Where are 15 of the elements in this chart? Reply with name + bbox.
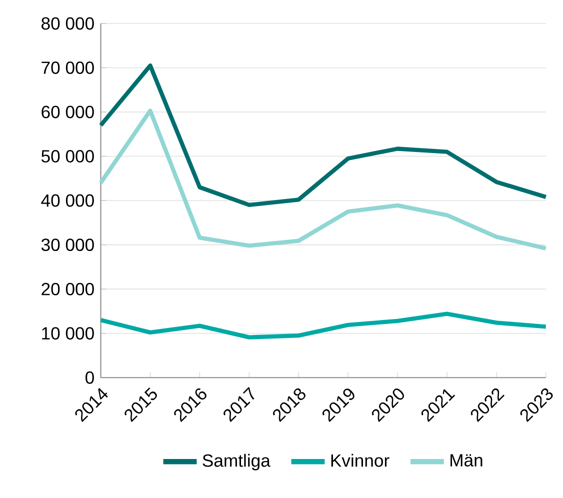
legend-label: Samtliga — [202, 454, 270, 470]
line-series — [98, 108, 548, 250]
y-tick-label: 70 000 — [42, 62, 94, 74]
y-tick-label: 60 000 — [42, 106, 94, 118]
y-tick-label: 10 000 — [42, 327, 94, 340]
y-tick-label: 80 000 — [42, 17, 94, 30]
y-tick-label: 30 000 — [41, 238, 94, 252]
legend-label: Män — [450, 454, 482, 467]
y-tick-label: 20 000 — [42, 282, 94, 296]
y-tick-label: 0 — [86, 371, 94, 384]
line-series — [98, 312, 548, 340]
legend-label: Kvinnor — [331, 454, 390, 467]
y-tick-label: 40 000 — [41, 194, 94, 207]
line-series — [98, 63, 548, 208]
y-tick-label: 50 000 — [41, 150, 94, 163]
